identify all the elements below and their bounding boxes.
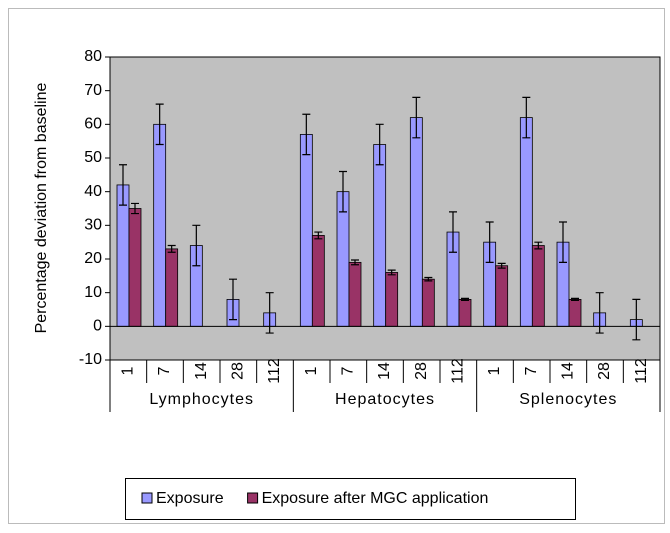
x-tick-label: 14 bbox=[560, 362, 577, 380]
error-bar bbox=[571, 297, 579, 302]
x-tick-label: 112 bbox=[633, 358, 650, 384]
y-axis-label: Percentage deviation from baseline bbox=[33, 82, 50, 333]
bar bbox=[348, 261, 362, 327]
error-bar bbox=[375, 123, 384, 166]
error-bar bbox=[559, 221, 567, 263]
error-bar bbox=[302, 113, 311, 156]
error-bar bbox=[424, 276, 433, 282]
y-tick-label: 40 bbox=[84, 183, 102, 200]
x-tick-label: 7 bbox=[340, 366, 357, 375]
x-tick-label: 7 bbox=[523, 366, 540, 375]
bar bbox=[421, 278, 435, 327]
bar bbox=[385, 272, 399, 327]
bar bbox=[568, 298, 582, 327]
bar bbox=[128, 208, 142, 327]
x-tick-label: 112 bbox=[266, 358, 283, 384]
error-bar bbox=[461, 297, 469, 302]
error-bar bbox=[131, 202, 139, 215]
x-tick-label: 28 bbox=[230, 362, 247, 380]
error-bar bbox=[119, 164, 127, 206]
legend-label: Exposure after MGC application bbox=[262, 490, 489, 507]
bar bbox=[153, 123, 167, 327]
error-bar bbox=[167, 244, 176, 253]
bar bbox=[373, 144, 387, 327]
legend-box bbox=[125, 478, 576, 520]
bar bbox=[531, 245, 545, 327]
legend-swatch bbox=[247, 492, 259, 504]
y-tick-label: -10 bbox=[79, 351, 102, 368]
bar bbox=[311, 235, 325, 327]
group-label: Splenocytes bbox=[519, 391, 617, 408]
bar bbox=[409, 117, 423, 327]
x-tick-label: 7 bbox=[156, 366, 173, 375]
x-tick-label: 28 bbox=[596, 362, 613, 380]
legend-label: Exposure bbox=[156, 490, 224, 507]
error-bar bbox=[155, 103, 164, 146]
error-bar bbox=[339, 170, 347, 213]
x-tick-label: 14 bbox=[376, 362, 393, 380]
error-bar bbox=[412, 96, 421, 139]
error-bar bbox=[449, 211, 457, 253]
y-tick-label: 70 bbox=[84, 82, 102, 99]
error-bar bbox=[229, 278, 237, 321]
y-tick-label: 80 bbox=[84, 48, 102, 65]
error-bar bbox=[497, 262, 506, 269]
x-tick-label: 112 bbox=[450, 358, 467, 384]
error-bar bbox=[485, 221, 494, 263]
error-bar bbox=[192, 224, 201, 267]
group-label: Hepatocytes bbox=[335, 391, 435, 408]
bar bbox=[458, 298, 472, 327]
group-label: Lymphocytes bbox=[149, 391, 254, 408]
x-tick-label: 28 bbox=[413, 362, 430, 380]
y-tick-label: 50 bbox=[84, 149, 102, 166]
bar bbox=[299, 134, 313, 327]
plot-border bbox=[109, 56, 661, 361]
y-tick-label: 30 bbox=[84, 217, 102, 234]
x-tick-label: 1 bbox=[303, 366, 320, 375]
bar bbox=[495, 265, 509, 327]
y-tick-label: 10 bbox=[84, 284, 102, 301]
bar bbox=[116, 184, 130, 327]
error-bar bbox=[351, 259, 359, 266]
y-tick-label: 0 bbox=[93, 318, 102, 335]
error-bar bbox=[522, 96, 531, 139]
legend-swatch bbox=[141, 492, 153, 504]
x-tick-label: 1 bbox=[120, 366, 137, 375]
y-tick-label: 60 bbox=[84, 116, 102, 133]
error-bar bbox=[534, 241, 543, 250]
error-bar bbox=[632, 298, 641, 341]
error-bar bbox=[314, 231, 323, 240]
bar bbox=[165, 248, 179, 327]
bar bbox=[519, 117, 533, 327]
error-bar bbox=[387, 269, 396, 276]
x-tick-label: 1 bbox=[486, 366, 503, 375]
y-tick-label: 20 bbox=[84, 250, 102, 267]
x-tick-label: 14 bbox=[193, 362, 210, 380]
